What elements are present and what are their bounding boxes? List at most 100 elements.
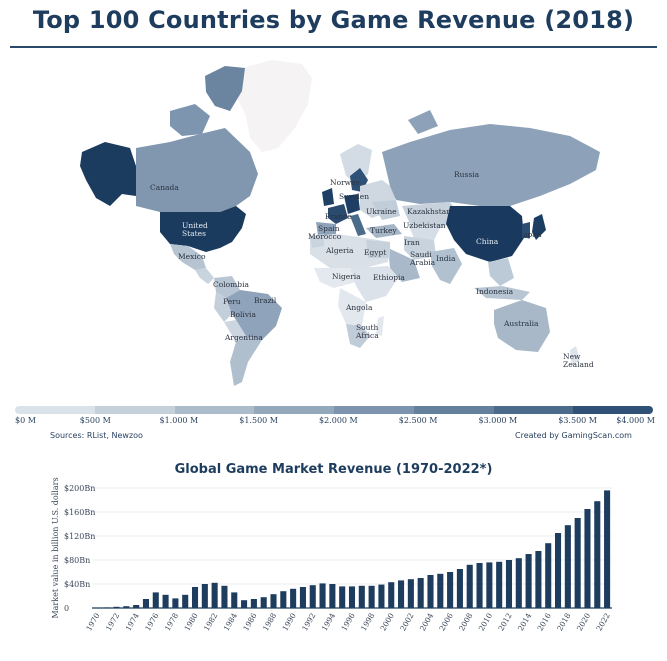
map-central-america [195,268,214,284]
map-australia [494,300,550,352]
bar-1978 [172,598,179,608]
map-iran [404,236,436,260]
scale-tick-label: $1.000 M [159,416,199,425]
bar-2022 [604,490,611,608]
map-label-ukraine: Ukraine [366,207,397,216]
scale-tick-label: $500 M [79,416,111,425]
map-italy [350,214,366,236]
map-label-mexico: Mexico [178,252,206,261]
map-east-africa [350,266,398,302]
map-egypt [366,240,390,258]
bar-1977 [162,594,169,608]
map-label-japan: Japan [519,230,542,239]
bar-2004 [427,575,434,608]
map-argentina [230,336,262,386]
y-tick-label: $200Bn [64,484,95,493]
color-scale-ticks: $0 M $500 M $1.000 M $1.500 M $2.000 M $2.500… [15,416,655,428]
x-tick-label: 1990 [280,611,297,632]
map-label-turkey: Turkey [370,226,397,235]
map-label-saudi-arabia: Saudi Arabia [409,250,436,267]
map-label-bolivia: Bolivia [230,310,256,319]
bar-2016 [545,543,552,608]
page-title: Top 100 Countries by Game Revenue (2018) [32,6,635,34]
map-colombia [214,276,240,298]
x-tick-label: 2014 [516,611,533,632]
bar-2003 [417,578,424,608]
x-tick-label: 2004 [418,611,435,632]
scale-segment [94,406,175,414]
map-label-uzbekistan: Uzbekistan [403,221,446,230]
map-mexico [170,244,206,270]
scale-tick-label: $0 M [15,416,36,425]
bar-2002 [407,579,414,608]
map-germany [344,194,360,214]
y-tick-label: $40Bn [64,580,90,589]
map-peru [214,292,232,322]
bar-2000 [388,582,395,608]
bar-2012 [505,560,513,608]
map-label-iran: Iran [404,238,420,247]
map-brazil [226,290,282,340]
bar-1982 [211,582,218,608]
x-tick-label: 2012 [496,611,513,632]
map-label-egypt: Egypt [364,248,386,257]
map-alaska [80,142,136,206]
bar-1998 [368,585,375,608]
map-united-states [160,206,246,252]
map-south-africa [346,324,370,348]
chart-title: Global Game Market Revenue (1970-2022*) [174,462,493,477]
map-label-ethiopia: Ethiopia [373,273,405,282]
bar-2011 [496,561,503,608]
bar-1973 [123,606,130,608]
map-label-china: China [476,237,499,246]
bar-2019 [574,518,581,608]
bar-1990 [290,588,297,608]
bar-2014 [525,554,532,608]
x-tick-label: 2010 [477,611,494,632]
scale-segment [413,406,494,414]
map-india [430,248,462,284]
map-label-russia: Russia [454,170,480,179]
scale-tick-label: $4.000 M [616,416,655,425]
bar-1997 [358,585,365,608]
map-morocco [310,234,324,248]
y-axis-label: Market value in billion U.S. dollars [51,477,60,618]
scale-segment [174,406,255,414]
scale-tick-label: $1.500 M [239,416,278,425]
scale-tick-label: $2.500 M [398,416,438,425]
x-tick-label: 2008 [457,611,474,632]
map-label-indonesia: Indonesia [476,287,514,296]
bar-1981 [201,584,208,608]
map-new-zealand [570,346,580,366]
map-label-united-states: United States [182,221,208,238]
map-label-canada: Canada [150,183,179,192]
y-tick-label: $120Bn [64,532,95,541]
bar-1995 [339,586,346,608]
map-label-norway: Norway [330,178,361,187]
map-turkey [366,224,402,238]
scale-segment [334,406,414,414]
x-tick-label: 1982 [202,611,219,632]
bar-2009 [476,563,483,608]
bar-1980 [191,587,199,608]
map-labels: Canada United States Mexico Colombia Peru Braz… [150,170,594,369]
bar-1985 [241,600,248,608]
map-indonesia [474,286,530,300]
x-tick-label: 2002 [398,611,415,632]
bar-2021 [594,501,601,608]
bar-1983 [221,585,228,608]
map-se-asia [488,258,514,286]
bar-1994 [329,584,336,608]
map-label-kazakhstan: Kazakhstan [407,207,451,216]
x-tick-label: 1984 [222,611,239,632]
map-france [328,204,348,224]
bar-2007 [456,569,463,608]
scale-tick-label: $3.500 M [558,416,597,425]
x-tick-label: 1994 [320,611,337,632]
bar-2020 [584,509,591,608]
map-label-new-zealand: New Zealand [563,352,594,369]
map-bolivia [224,320,246,342]
scale-tick-label: $2.000 M [319,416,358,425]
scale-segment [254,406,334,414]
map-canada-islands [205,66,245,111]
